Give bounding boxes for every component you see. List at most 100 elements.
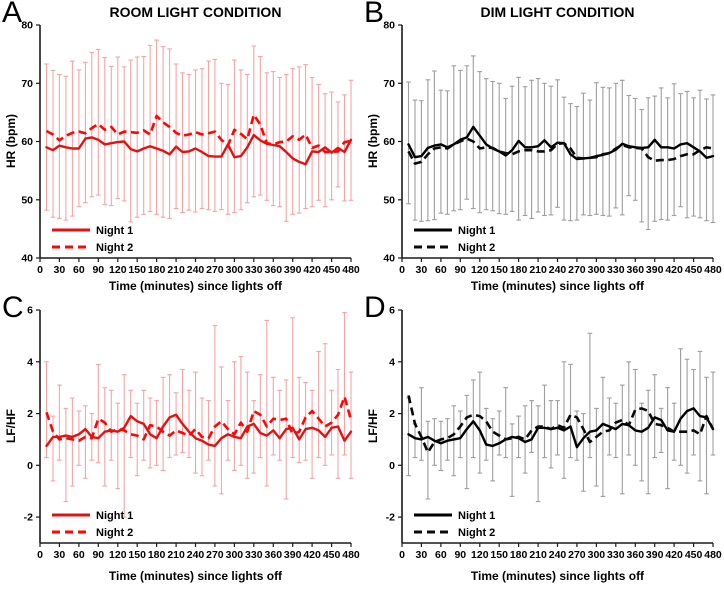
legend-label: Night 1 [458,510,495,522]
y-tick-label: 4 [389,356,395,368]
y-tick-labels: -2 0 2 4 6 [386,305,396,524]
x-tick-label: 450 [685,549,703,561]
panel-b-letter: B [364,0,385,29]
panel-b-x-axis-title: Time (minutes) since lights off [470,279,645,293]
x-tick-label: 150 [128,264,146,276]
x-tick-label: 90 [454,549,466,561]
x-tick-label: 240 [549,264,567,276]
x-tick-label: 450 [323,549,341,561]
x-tick-label: 90 [92,264,104,276]
y-tick-labels: 40 50 60 70 80 [21,20,33,265]
x-tick-label: 480 [704,549,722,561]
x-tick-label: 300 [226,264,244,276]
y-tick-label: 4 [27,356,33,368]
y-tick-label: 70 [383,78,395,90]
legend-label: Night 1 [96,225,133,237]
panel-c-letter: C [2,291,24,324]
x-tick-label: 240 [187,549,205,561]
y-tick-label: 40 [383,253,395,265]
x-tick-label: 300 [588,549,606,561]
x-tick-label: 390 [646,549,664,561]
x-tick-label: 120 [471,264,489,276]
error-bars [406,55,716,231]
tick-marks [36,309,352,547]
night1-line [45,413,353,448]
x-tick-label: 120 [109,264,127,276]
y-tick-label: 6 [389,305,395,317]
x-tick-label: 270 [206,264,224,276]
error-bars [406,332,716,503]
x-tick-label: 120 [471,549,489,561]
x-tick-label: 420 [303,549,321,561]
x-tick-labels: 0 30 60 90 120 150 180 210 240 270 300 330 360 390 420… [37,549,360,561]
x-tick-label: 240 [549,549,567,561]
x-tick-label: 180 [148,264,166,276]
x-tick-label: 30 [54,549,66,561]
y-tick-label: 60 [383,136,395,148]
panel-c-chart: 0 30 60 90 120 150 180 210 240 270 300 330 360 390 420… [24,305,360,562]
panel-d-y-axis-title: LF/HF [366,409,380,443]
legend-label: Night 2 [96,527,133,539]
panel-a-title: ROOM LIGHT CONDITION [109,4,282,20]
x-tick-label: 420 [303,264,321,276]
legend: Night 1 Night 2 [414,510,495,539]
x-tick-label: 210 [167,264,185,276]
x-tick-label: 180 [510,549,528,561]
night2-line [45,113,352,154]
x-tick-label: 90 [92,549,104,561]
x-tick-label: 450 [323,264,341,276]
x-tick-label: 150 [128,549,146,561]
x-tick-label: 210 [529,549,547,561]
panel-d-x-axis-title: Time (minutes) since lights off [470,569,645,583]
x-tick-label: 330 [245,549,263,561]
x-tick-label: 360 [627,549,645,561]
y-tick-label: 60 [21,136,33,148]
panel-a-letter: A [2,0,23,29]
x-tick-label: 270 [568,264,586,276]
panel-d: 0 30 60 90 120 150 180 210 240 270 300 330 360 390 420… [362,291,724,591]
legend: Night 1 Night 2 [52,225,133,254]
night2-line [45,395,353,442]
x-tick-label: 150 [490,549,508,561]
x-tick-label: 30 [416,264,428,276]
tick-marks [398,24,714,262]
legend-label: Night 1 [458,225,495,237]
x-tick-label: 60 [73,264,85,276]
y-tick-labels: 40 50 60 70 80 [383,20,395,265]
x-tick-label: 300 [588,264,606,276]
panel-d-letter: D [364,291,386,324]
panel-b-chart: 0 30 60 90 120 150 180 210 240 270 300 330 360 390 420… [383,20,722,277]
x-tick-label: 480 [342,549,360,561]
error-bars [44,312,354,518]
x-tick-label: 480 [704,264,722,276]
x-tick-label: 30 [54,264,66,276]
x-tick-label: 270 [206,549,224,561]
x-tick-label: 420 [665,549,683,561]
panel-a-y-axis-title: HR (bpm) [4,114,18,168]
x-tick-label: 390 [284,264,302,276]
x-tick-label: 360 [265,549,283,561]
night2-line [407,395,715,454]
night1-line [407,407,715,449]
y-tick-label: 0 [27,460,33,472]
y-tick-label: 40 [21,253,33,265]
x-tick-label: 60 [435,549,447,561]
x-tick-label: 0 [399,264,405,276]
y-tick-labels: -2 0 2 4 6 [24,305,34,524]
panel-d-chart: 0 30 60 90 120 150 180 210 240 270 300 330 360 390 420… [386,305,722,562]
x-tick-label: 60 [435,264,447,276]
x-tick-label: 480 [342,264,360,276]
x-tick-labels: 0 30 60 90 120 150 180 210 240 270 300 330 360 390 420… [399,549,722,561]
x-tick-label: 450 [685,264,703,276]
x-tick-label: 360 [265,264,283,276]
y-tick-label: 50 [383,194,395,206]
panel-a-x-axis-title: Time (minutes) since lights off [108,279,283,293]
x-tick-labels: 0 30 60 90 120 150 180 210 240 270 300 330 360 390 420… [37,264,360,276]
x-tick-label: 30 [416,549,428,561]
legend-label: Night 1 [96,510,133,522]
legend-label: Night 2 [458,242,495,254]
legend: Night 1 Night 2 [52,510,133,539]
tick-marks [398,309,714,547]
x-tick-labels: 0 30 60 90 120 150 180 210 240 270 300 330 360 390 420… [399,264,722,276]
x-tick-label: 90 [454,264,466,276]
